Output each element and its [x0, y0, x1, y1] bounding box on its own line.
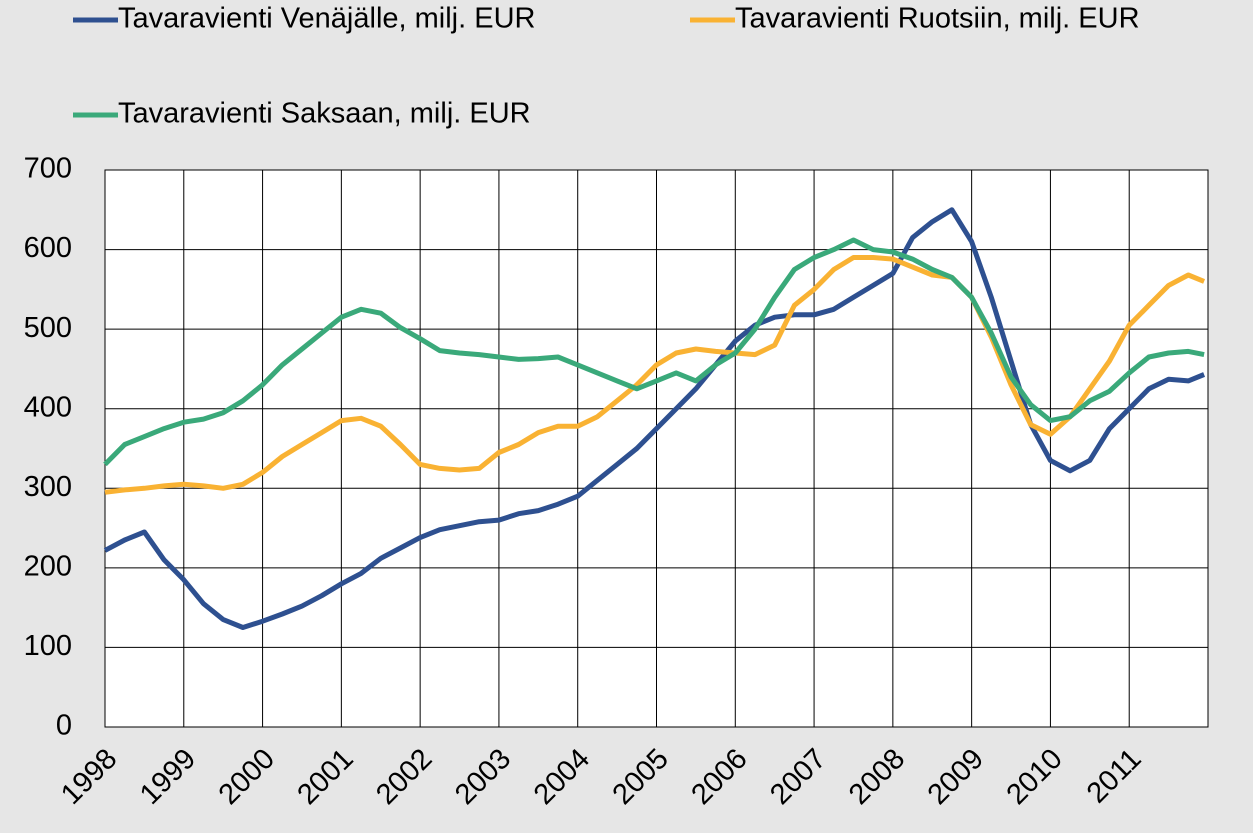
x-tick-label: 1998 — [55, 743, 123, 811]
x-tick-label: 2010 — [1001, 743, 1069, 811]
x-tick-label: 2000 — [213, 743, 281, 811]
y-tick-label: 200 — [24, 551, 72, 583]
legend-label: Tavaravienti Saksaan, milj. EUR — [118, 98, 531, 130]
y-tick-label: 0 — [56, 710, 72, 742]
x-tick-label: 1999 — [134, 743, 202, 811]
y-tick-label: 400 — [24, 391, 72, 423]
data-line — [103, 207, 1206, 630]
x-tick-label: 2007 — [764, 743, 832, 811]
x-tick-label: 2005 — [607, 743, 675, 811]
y-tick-label: 300 — [24, 471, 72, 503]
x-tick-label: 2002 — [370, 743, 438, 811]
x-tick-label: 2006 — [685, 743, 753, 811]
data-line — [104, 255, 1206, 495]
legend-label: Tavaravienti Ruotsiin, milj. EUR — [735, 3, 1140, 35]
legend-label: Tavaravienti Venäjälle, milj. EUR — [118, 3, 535, 35]
plot-frame — [104, 169, 1209, 728]
data-line — [103, 237, 1205, 467]
y-tick-label: 600 — [24, 232, 72, 264]
x-tick-label: 2008 — [843, 743, 911, 811]
x-tick-label: 2001 — [291, 743, 359, 811]
x-tick-label: 2003 — [449, 743, 517, 811]
x-tick-label: 2004 — [528, 743, 596, 811]
x-tick-label: 2009 — [922, 743, 990, 811]
y-tick-label: 700 — [24, 153, 72, 185]
y-tick-label: 100 — [24, 630, 72, 662]
y-tick-label: 500 — [24, 312, 72, 344]
x-tick-label: 2011 — [1081, 743, 1148, 810]
